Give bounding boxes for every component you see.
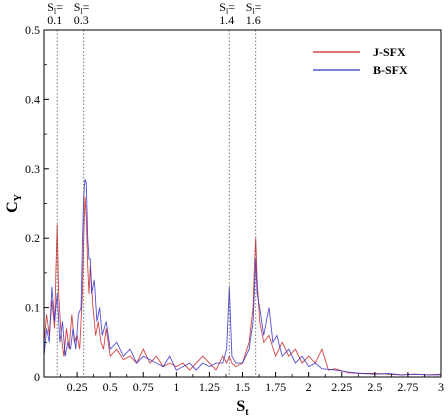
x-tick-label: 0.5 [103,380,118,394]
annotation-value-3: 1.6 [246,13,261,27]
annotation-value-2: 1.4 [219,13,234,27]
x-tick-label: 1 [173,380,179,394]
annotation-label-3: Sl= [246,0,262,16]
y-tick-label: 0.4 [25,92,40,106]
y-tick-label: 0.1 [25,301,40,315]
x-axis-title-sub: t [245,407,249,418]
x-tick-label: 2.25 [331,380,352,394]
y-axis-title-main: C [4,201,21,213]
y-tick-label: 0 [34,370,40,384]
x-tick-label: 0.25 [67,380,88,394]
annotation-label-1: Sl= [74,0,90,16]
x-tick-label: 2.5 [367,380,382,394]
x-tick-label: 1.75 [265,380,286,394]
legend: J-SFX B-SFX [313,45,408,77]
x-tick-label: 1.5 [235,380,250,394]
annotation-value-1: 0.3 [74,13,89,27]
series-line-j-sfx [43,196,442,376]
annotation-labels: Sl=0.1Sl=0.3Sl=1.4Sl=1.6 [47,0,261,27]
plot-frame [43,29,442,378]
series-lines [43,179,442,376]
series-line-b-sfx [43,179,441,376]
y-axis-title-sub: Y [13,193,24,201]
x-tick-label: 1.25 [199,380,220,394]
y-tick-label: 0.2 [25,231,40,245]
x-tick-label: 3 [438,380,444,394]
tick-labels: 0.25 0.5 0.75 1 1.25 1.5 1.75 2 2.25 2.5 2.75 3 0 0.1… [25,23,444,394]
y-tick-label: 0.3 [25,162,40,176]
y-tick-label: 0.5 [25,23,40,37]
axis-ticks [44,29,442,378]
annotation-label-0: Sl= [47,0,63,16]
x-axis-title: St [236,398,249,418]
x-tick-label: 0.75 [133,380,154,394]
x-tick-label: 2.75 [397,380,418,394]
annotation-value-0: 0.1 [47,13,62,27]
y-axis-title: CY [4,193,24,213]
x-tick-label: 2 [306,380,312,394]
x-axis-title-main: S [236,398,245,415]
annotation-label-2: Sl= [219,0,235,16]
legend-label-b-sfx: B-SFX [373,63,408,77]
legend-label-j-sfx: J-SFX [373,45,406,59]
